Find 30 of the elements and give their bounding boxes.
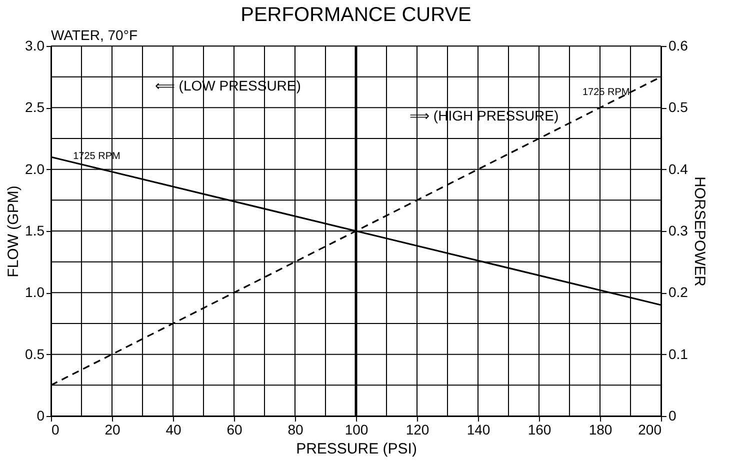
y2-tick-label: 0.2	[668, 284, 688, 300]
x-tick-label: 160	[528, 422, 552, 438]
y-tick-label: 0.5	[25, 346, 45, 362]
x-tick-label: 80	[288, 422, 304, 438]
y2-tick-label: 0.5	[668, 99, 688, 116]
y2-tick-label: 0	[668, 408, 676, 424]
y-tick-label: 2.5	[25, 99, 45, 116]
y2-axis-title: HORSEPOWER	[690, 176, 708, 287]
x-tick-label: 180	[588, 422, 612, 438]
x-tick-label: 140	[466, 422, 490, 438]
text: WATER, 70°F	[51, 27, 138, 43]
y-tick-label: 1.0	[25, 284, 45, 300]
y-axis-title: FLOW (GPM)	[5, 186, 22, 278]
y-tick-label: 3.0	[25, 38, 45, 54]
y-tick-label: 0	[36, 408, 45, 424]
y2-tick-label: 0.3	[668, 222, 688, 238]
y2-tick-label: 0.6	[668, 38, 688, 54]
y-tick-label: 2.0	[25, 160, 45, 177]
x-tick-label: 60	[226, 422, 242, 438]
y2-tick-label: 0.1	[668, 346, 688, 362]
x-tick-label: 200	[638, 422, 662, 438]
x-tick-label: 100	[344, 422, 368, 438]
x-axis-title: PRESSURE (PSI)	[296, 440, 417, 458]
x-tick-label: 40	[166, 422, 182, 438]
x-tick-label: 120	[406, 422, 430, 438]
y2-tick-label: 0.4	[668, 160, 688, 177]
chart-title: PERFORMANCE CURVE	[240, 4, 472, 26]
x-tick-label: 0	[52, 422, 60, 438]
x-tick-label: 20	[104, 422, 120, 438]
y-tick-label: 1.5	[25, 222, 45, 238]
